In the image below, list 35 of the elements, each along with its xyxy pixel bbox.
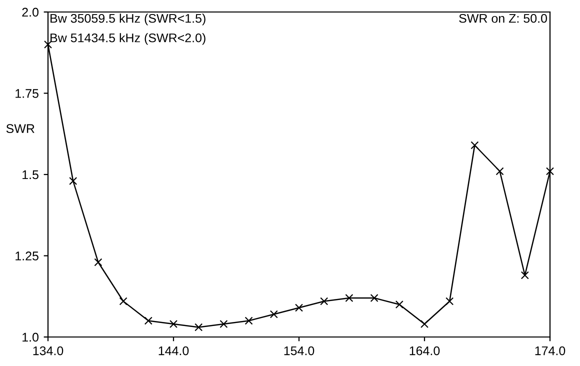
y-tick-label: 1.25 — [16, 252, 38, 260]
point — [270, 310, 278, 318]
point — [320, 297, 328, 306]
point — [496, 167, 504, 176]
y-tick-label: 1.5 — [22, 170, 38, 180]
point — [119, 297, 128, 306]
point — [220, 320, 228, 328]
point — [169, 320, 178, 328]
point — [69, 176, 78, 186]
x-tick-label: 164.0 — [410, 346, 440, 356]
point — [194, 323, 203, 332]
point — [546, 167, 554, 176]
y-tick-label: 2.0 — [22, 8, 38, 17]
point — [44, 40, 52, 49]
point — [420, 320, 429, 328]
annotation: Bw 51434.5 kHz (SWR<2.0) — [50, 33, 206, 45]
point — [470, 141, 479, 150]
y-tick-label: 1.75 — [16, 89, 38, 98]
annotation: SWR on Z: 50.0 — [459, 14, 548, 23]
point — [395, 300, 404, 309]
point — [370, 294, 378, 302]
point — [144, 316, 152, 325]
y-axis-title: SWR — [6, 124, 34, 134]
x-tick-label: 144.0 — [158, 346, 189, 356]
annotation: Bw 35059.5 kHz (SWR<1.5) — [50, 14, 206, 26]
point — [94, 258, 102, 266]
x-tick-label: 174.0 — [535, 346, 566, 356]
point — [446, 297, 454, 306]
point — [520, 271, 529, 280]
y-tick-label: 1.0 — [22, 332, 38, 342]
point — [244, 316, 253, 325]
x-tick-label: 154.0 — [284, 346, 314, 356]
point — [345, 294, 354, 302]
x-tick-label: 134.0 — [33, 346, 64, 356]
point — [294, 304, 304, 312]
